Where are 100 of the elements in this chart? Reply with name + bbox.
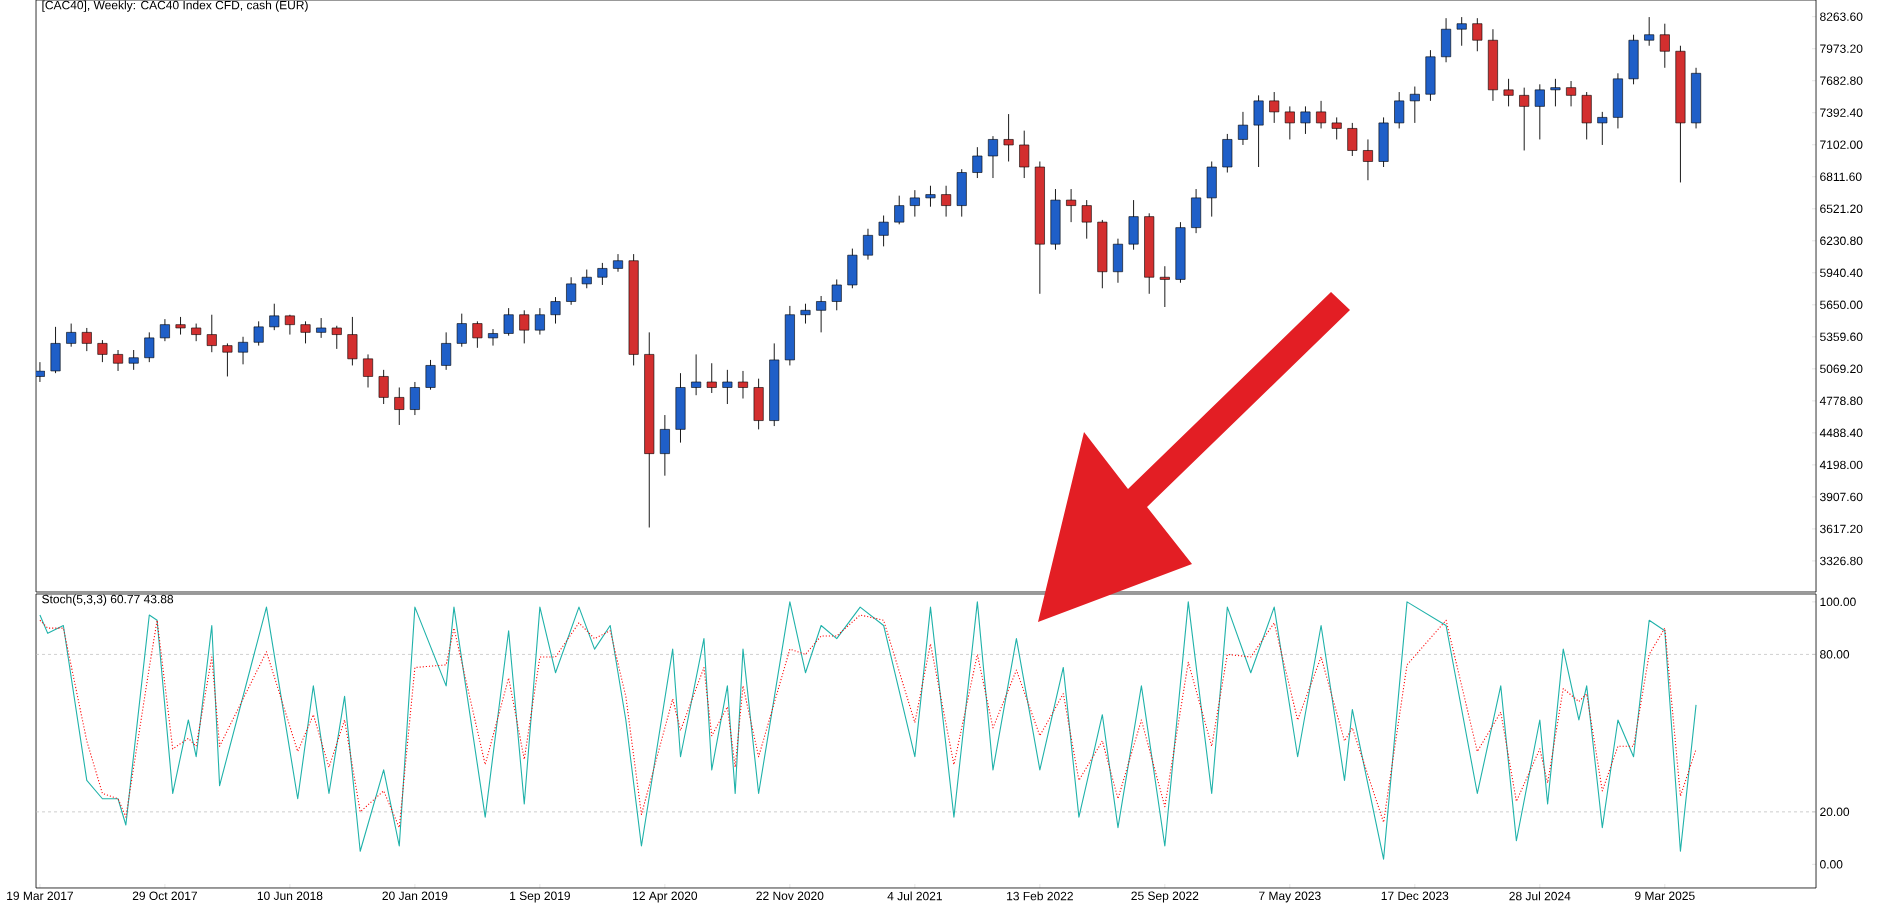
candlestick: [816, 295, 827, 333]
candlestick: [738, 370, 748, 399]
candlestick: [66, 323, 77, 348]
candlestick: [597, 262, 608, 286]
y-tick-label: 3907.60: [1820, 492, 1863, 502]
candlestick: [409, 381, 420, 416]
candlestick: [394, 387, 405, 426]
candlestick: [1159, 265, 1170, 308]
chart-title: [CAC40], Weekly: CAC40 Index CFD, cash (EUR): [42, 0, 308, 12]
x-tick-label: 20 Jan 2019: [382, 891, 448, 901]
candlestick: [144, 331, 155, 363]
candlestick: [113, 349, 124, 372]
x-tick-label: 12 Apr 2020: [633, 891, 698, 903]
candlestick: [691, 353, 702, 396]
y-tick-label: 5069.20: [1820, 364, 1863, 374]
y-tick-label: 7102.00: [1820, 140, 1863, 149]
x-tick-label: 29 Oct 2017: [132, 891, 197, 901]
x-tick-label: 28 Jul 2024: [1509, 891, 1571, 901]
candlestick: [300, 320, 311, 344]
x-tick-label: 4 Jul 2021: [887, 891, 942, 901]
candlestick: [1644, 16, 1655, 47]
candlestick: [488, 328, 498, 347]
candlestick: [941, 185, 952, 218]
candlestick: [909, 189, 920, 218]
candlestick: [253, 320, 264, 347]
candlestick: [1300, 105, 1311, 135]
x-tick-label: 22 Nov 2020: [756, 891, 824, 901]
candlestick: [706, 362, 717, 394]
candlestick: [800, 303, 811, 324]
line-series: [39, 614, 1697, 829]
candlestick: [925, 185, 936, 208]
x-tick-label: 17 Dec 2023: [1381, 891, 1449, 901]
y-tick-label: 4778.80: [1819, 396, 1863, 406]
candlestick: [1456, 16, 1467, 47]
candlestick: [1534, 83, 1545, 140]
candlestick: [1347, 122, 1358, 157]
candlestick: [425, 359, 436, 391]
candlestick: [472, 320, 483, 349]
y-tick-label: 6811.60: [1820, 172, 1862, 181]
y-tick-label: 6521.20: [1820, 204, 1863, 214]
candlestick: [613, 253, 623, 273]
x-tick-label: 10 Jun 2018: [257, 891, 323, 901]
candlestick: [831, 279, 842, 311]
x-tick-label: 7 May 2023: [1259, 891, 1321, 903]
candlestick: [97, 339, 108, 363]
y-tick-label: 6230.80: [1820, 236, 1863, 246]
x-tick-label: 19 Mar 2017: [7, 891, 73, 901]
candlestick: [1394, 91, 1405, 129]
candlestick: [519, 309, 530, 344]
candlestick: [1081, 199, 1092, 240]
y-tick-label: 0.00: [1820, 860, 1843, 869]
x-tick-label: 9 Mar 2025: [1635, 891, 1695, 901]
candlestick: [972, 146, 983, 179]
candlestick: [159, 318, 170, 342]
y-tick-label: 4198.00: [1819, 460, 1863, 470]
y-tick-label: 5359.60: [1820, 332, 1863, 342]
candlestick: [1284, 105, 1295, 140]
y-tick-label: 3617.20: [1820, 524, 1863, 534]
candlestick: [534, 307, 545, 336]
candlestick: [1269, 91, 1280, 124]
candlestick: [1409, 86, 1420, 124]
candlestick: [1597, 111, 1608, 146]
candlestick: [1237, 111, 1248, 146]
candlestick: [987, 135, 998, 179]
candlestick: [238, 336, 249, 365]
candlestick: [894, 195, 905, 225]
x-tick-label: 25 Sep 2022: [1131, 891, 1199, 903]
candlestick: [863, 228, 873, 261]
candlestick: [1066, 188, 1077, 223]
candlestick: [222, 342, 233, 377]
candlestick: [1019, 130, 1030, 179]
candlestick: [206, 314, 217, 353]
candlestick: [1550, 78, 1561, 107]
y-tick-label: 100.00: [1820, 597, 1856, 607]
candlestick: [128, 349, 139, 371]
y-tick-label: 20.00: [1820, 807, 1850, 817]
candlestick: [1566, 80, 1577, 107]
y-tick-label: 80.00: [1820, 650, 1850, 659]
candlestick: [81, 327, 92, 352]
y-tick-label: 3326.80: [1820, 556, 1863, 566]
candlestick: [1503, 78, 1514, 107]
candlestick: [581, 269, 592, 289]
candlestick: [378, 369, 389, 405]
candlestick: [269, 303, 280, 331]
y-tick-label: 4488.40: [1819, 428, 1863, 438]
candlestick: [363, 353, 374, 388]
chart-title: Stoch(5,3,3) 60.77 43.88: [42, 594, 174, 606]
candlestick: [550, 296, 561, 324]
x-tick-label: 13 Feb 2022: [1007, 891, 1073, 901]
candlestick: [441, 331, 452, 371]
y-tick-label: 5940.40: [1820, 268, 1863, 278]
candlestick: [456, 313, 467, 348]
candlestick: [1003, 113, 1014, 162]
candlestick: [1316, 100, 1327, 129]
y-tick-label: 7682.80: [1820, 76, 1863, 85]
candlestick: [1331, 116, 1342, 140]
candlestick: [503, 307, 514, 337]
candlestick: [1519, 87, 1530, 151]
y-tick-label: 5650.00: [1820, 300, 1863, 310]
y-tick-label: 7392.40: [1820, 108, 1863, 117]
